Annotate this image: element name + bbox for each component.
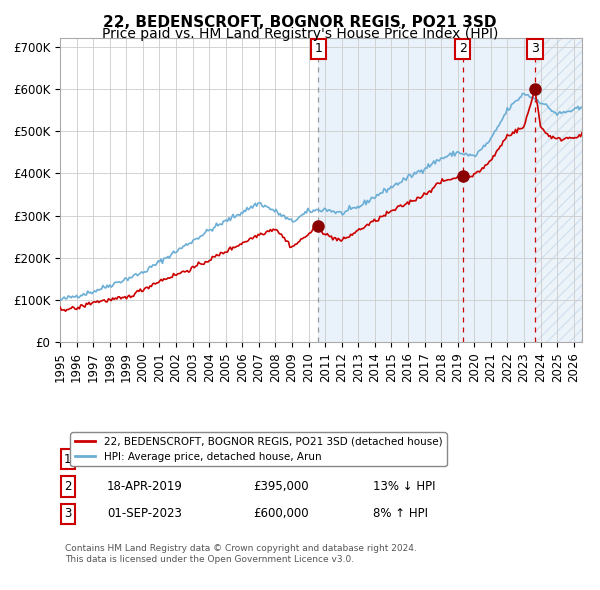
Text: 3: 3: [64, 507, 71, 520]
Text: 13% ↓ HPI: 13% ↓ HPI: [373, 480, 436, 493]
Text: 2: 2: [458, 42, 467, 55]
Text: 22, BEDENSCROFT, BOGNOR REGIS, PO21 3SD: 22, BEDENSCROFT, BOGNOR REGIS, PO21 3SD: [103, 15, 497, 30]
Text: 16% ↓ HPI: 16% ↓ HPI: [373, 453, 436, 466]
Text: 18-APR-2019: 18-APR-2019: [107, 480, 183, 493]
Bar: [318, 38, 535, 342]
Text: Contains HM Land Registry data © Crown copyright and database right 2024.
This d: Contains HM Land Registry data © Crown c…: [65, 544, 417, 563]
Text: 03-AUG-2010: 03-AUG-2010: [107, 453, 185, 466]
Text: 1: 1: [64, 453, 71, 466]
Text: £395,000: £395,000: [253, 480, 309, 493]
Text: £274,500: £274,500: [253, 453, 309, 466]
Legend: 22, BEDENSCROFT, BOGNOR REGIS, PO21 3SD (detached house), HPI: Average price, de: 22, BEDENSCROFT, BOGNOR REGIS, PO21 3SD …: [70, 432, 446, 466]
Text: £600,000: £600,000: [253, 507, 309, 520]
Text: 1: 1: [314, 42, 322, 55]
Text: 01-SEP-2023: 01-SEP-2023: [107, 507, 182, 520]
Text: 8% ↑ HPI: 8% ↑ HPI: [373, 507, 428, 520]
Text: Price paid vs. HM Land Registry's House Price Index (HPI): Price paid vs. HM Land Registry's House …: [102, 27, 498, 41]
Bar: [535, 38, 582, 342]
Text: 3: 3: [531, 42, 539, 55]
Text: 2: 2: [64, 480, 71, 493]
